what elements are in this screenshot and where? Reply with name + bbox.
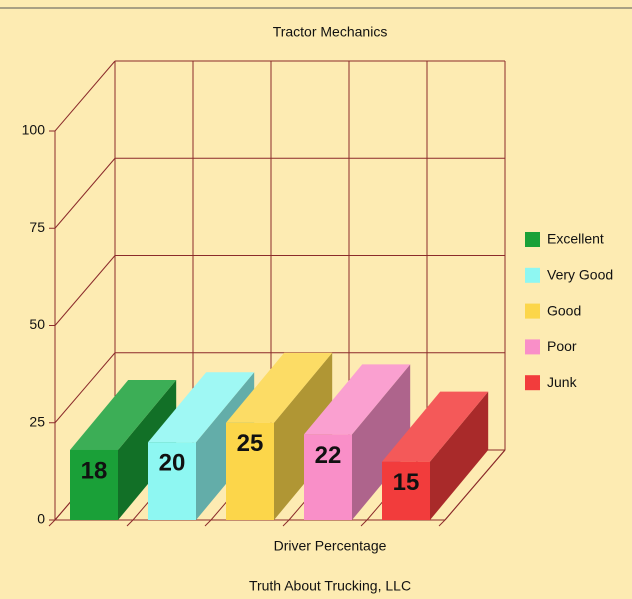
data-label: 18	[81, 457, 108, 484]
data-label: 15	[393, 469, 420, 496]
y-tick-label: 75	[29, 219, 45, 235]
grid-line	[54, 352, 116, 424]
tick	[204, 519, 212, 527]
bar-top	[382, 391, 489, 462]
x-axis-label: Driver Percentage	[274, 538, 387, 554]
legend-label: Poor	[547, 338, 577, 354]
bar-side	[274, 352, 333, 520]
bar-side	[352, 364, 411, 520]
data-label: 22	[315, 442, 342, 469]
bar-side	[118, 379, 177, 520]
tick	[282, 519, 290, 527]
legend-swatch	[525, 267, 540, 283]
tick	[360, 519, 368, 527]
y-tick-label: 100	[22, 122, 46, 138]
legend-label: Excellent	[547, 231, 604, 247]
legend-label: Good	[547, 302, 581, 318]
legend-swatch	[525, 339, 540, 355]
bar-top	[70, 379, 177, 450]
tick	[126, 519, 134, 527]
y-tick-label: 25	[29, 413, 45, 429]
legend-label: Very Good	[547, 267, 613, 283]
bar	[148, 442, 196, 520]
bar	[304, 434, 352, 520]
grid-line	[54, 60, 116, 132]
bar-side	[430, 391, 489, 520]
legend-swatch	[525, 232, 540, 247]
bar	[382, 461, 430, 520]
legend-label: Junk	[547, 374, 578, 390]
y-tick-label: 50	[29, 316, 45, 332]
floor-line	[444, 449, 506, 521]
bar-top	[148, 372, 255, 443]
data-label: 25	[237, 430, 264, 457]
bar-top	[304, 364, 411, 435]
data-label: 20	[159, 450, 186, 477]
bar	[226, 422, 274, 520]
tick	[48, 519, 56, 527]
grid-line	[54, 255, 116, 326]
chart-title: Tractor Mechanics	[273, 24, 388, 40]
legend-swatch	[525, 375, 540, 391]
tick	[438, 519, 446, 527]
footer: Truth About Trucking, LLC	[249, 578, 411, 594]
y-tick-label: 0	[37, 511, 45, 527]
bar-top	[226, 352, 333, 423]
legend-swatch	[525, 303, 540, 319]
bar	[70, 449, 118, 520]
grid-line	[54, 157, 116, 229]
